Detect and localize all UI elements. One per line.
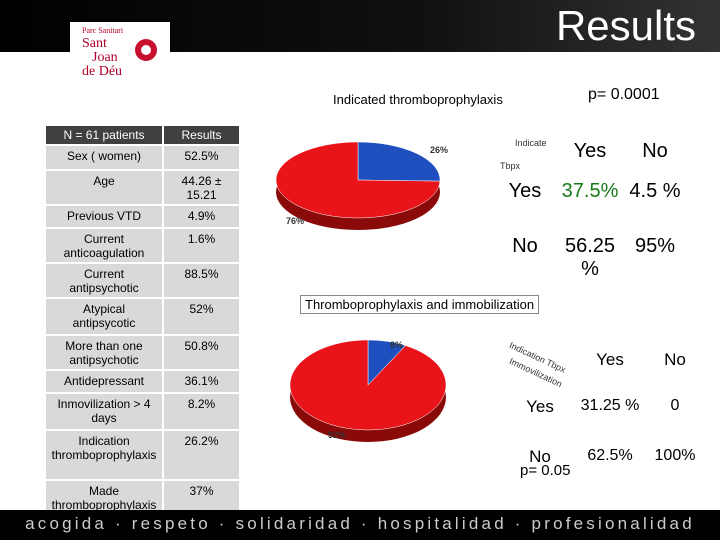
table-cell: Previous VTD [45,205,163,228]
row-header: Yes [526,397,554,416]
p-value: p= 0.0001 [588,86,660,103]
slide-title: Results [555,2,696,49]
table-cell: 1.6% [163,228,240,263]
table-cell: 88.5% [163,263,240,298]
pie-slice [357,141,441,182]
table-cell: 52% [163,298,240,335]
pie-title: Thromboprophylaxis and immobilization [300,295,540,314]
p-value: p= 0.05 [520,462,571,479]
table-value: 0 [670,397,680,414]
pie-label: 8% [390,340,403,350]
table-header: N = 61 patients [45,125,163,145]
table-cell: Current anticoagulation [45,228,163,263]
pie-title: Indicated thromboprophylaxis [333,92,503,107]
table-value: 31.25 % [580,397,640,414]
table-value: 62.5% [587,447,633,464]
corner-label: Tbpx [500,161,521,171]
table-cell: 44.26 ± 15.21 [163,170,240,205]
table-cell: 52.5% [163,145,240,170]
logo-text: de Déu [82,64,123,79]
column-header: Yes [596,350,624,369]
footer-motto: acogida · respeto · solidaridad · hospit… [25,514,695,533]
logo-text: Parc Sanitari [82,26,124,35]
table-cell: 8.2% [163,393,240,430]
row-header: No [529,447,551,466]
table-header: Results [163,125,240,145]
pie-slice [289,339,447,431]
table-cell: Age [45,170,163,205]
table-cell: 50.8% [163,335,240,370]
logo-icon [135,39,157,61]
row-header: No [512,235,538,257]
row-header: Yes [508,180,542,202]
column-header: No [664,350,686,369]
table-value: 56.25 % [564,235,616,280]
pie-label: 76% [286,216,304,226]
column-header: No [642,140,668,162]
table-value: 95% [634,235,676,257]
table-cell: 26.2% [163,430,240,480]
logo: Parc Sanitari Sant Joan de Déu [70,22,170,82]
table-cell: Sex ( women) [45,145,163,170]
pie-label: 92% [328,430,346,440]
pie-slice [275,141,441,219]
table-cell: Inmovilization > 4 days [45,393,163,430]
table-value: 4.5 % [629,180,681,202]
table-cell: 36.1% [163,370,240,393]
table-cell: Current antipsychotic [45,263,163,298]
table-cell: Atypical antipsycotic [45,298,163,335]
pie-label: 26% [430,145,448,155]
column-header: Yes [573,140,607,162]
logo-text: Sant [82,36,107,51]
footer-bar [0,510,720,540]
table-value: 100% [654,447,696,464]
table-cell: More than one antipsychotic [45,335,163,370]
table-cell: 4.9% [163,205,240,228]
table-cell: Indication thromboprophylaxis [45,430,163,480]
logo-text: Joan [92,50,118,65]
corner-label: Indicate [515,138,547,148]
table-value: 37.5% [561,180,619,202]
table-cell: Antidepressant [45,370,163,393]
